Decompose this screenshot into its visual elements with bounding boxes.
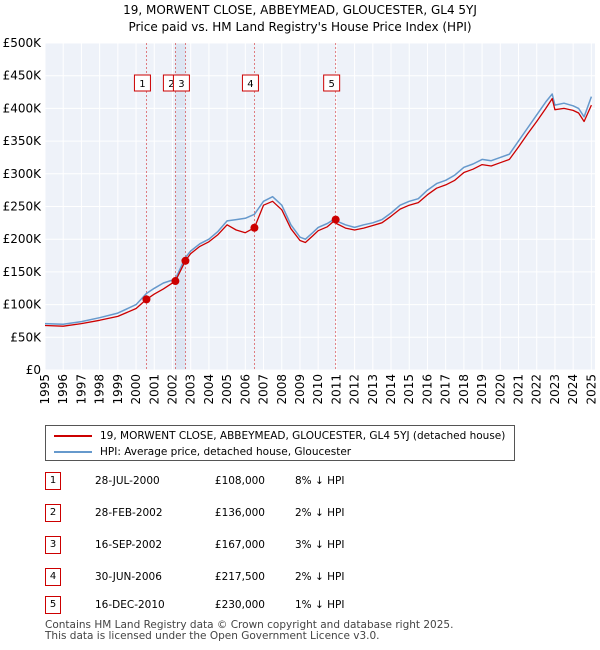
- table-row: 4 30-JUN-2006 £217,500 2% ↓ HPI: [45, 568, 425, 586]
- sale-price: £108,000: [214, 475, 265, 487]
- table-row: 5 16-DEC-2010 £230,000 1% ↓ HPI: [45, 596, 425, 614]
- footer: Contains HM Land Registry data © Crown c…: [45, 620, 453, 642]
- sale-label-number: 4: [247, 79, 253, 90]
- x-tick-label: 2003: [184, 374, 198, 405]
- x-tick-label: 2016: [420, 374, 434, 405]
- table-row: 3 16-SEP-2002 £167,000 3% ↓ HPI: [45, 536, 425, 554]
- y-tick-label: £300K: [3, 167, 43, 181]
- sale-price: £217,500: [214, 571, 265, 583]
- x-tick-label: 2008: [275, 374, 289, 405]
- x-tick-label: 2015: [402, 374, 416, 405]
- legend-label-hpi: HPI: Average price, detached house, Glou…: [100, 446, 352, 458]
- y-tick-label: £150K: [3, 265, 43, 279]
- chart-title-line1: 19, MORWENT CLOSE, ABBEYMEAD, GLOUCESTER…: [123, 3, 477, 17]
- sale-date: 16-SEP-2002: [95, 539, 163, 551]
- x-tick-label: 2002: [165, 374, 179, 405]
- sale-point: [142, 295, 151, 304]
- sale-label-number: 1: [139, 79, 145, 90]
- sale-hpi-diff: 8% ↓ HPI: [295, 475, 345, 487]
- x-tick-label: 2004: [202, 374, 216, 405]
- x-tick-label: 2025: [584, 374, 598, 405]
- sale-hpi-diff: 2% ↓ HPI: [295, 571, 345, 583]
- footer-licence: This data is licensed under the Open Gov…: [45, 630, 380, 642]
- x-tick-label: 1997: [74, 374, 88, 405]
- sale-label-box: [241, 74, 259, 92]
- sale-label-box: [323, 74, 341, 92]
- sale-label-number: 5: [328, 79, 334, 90]
- chart-subtitle: Price paid vs. HM Land Registry's House …: [128, 20, 472, 34]
- sale-date: 28-FEB-2002: [95, 507, 163, 519]
- x-tick-label: 2006: [238, 374, 252, 405]
- sale-label-box: [133, 74, 151, 92]
- y-tick-label: £350K: [3, 134, 43, 148]
- x-tick-label: 2001: [147, 374, 161, 405]
- x-tick-label: 1998: [93, 374, 107, 405]
- x-tick-label: 1996: [56, 374, 70, 405]
- x-tick-label: 2007: [257, 374, 271, 405]
- sale-point: [250, 223, 259, 232]
- y-tick-label: £400K: [3, 101, 43, 115]
- sale-number-badge: 3: [45, 536, 61, 554]
- sale-date: 28-JUL-2000: [95, 475, 160, 487]
- x-tick-label: 2011: [329, 374, 343, 405]
- sale-hpi-diff: 2% ↓ HPI: [295, 507, 345, 519]
- y-tick-label: £500K: [3, 36, 43, 50]
- sale-number-badge: 5: [45, 596, 61, 614]
- x-tick-label: 2014: [384, 374, 398, 405]
- x-tick-label: 2005: [220, 374, 234, 405]
- price-chart: £0 £50K £100K £150K £200K £250K £300K £350K £400…: [3, 36, 599, 405]
- chart-title: 19, MORWENT CLOSE, ABBEYMEAD, GLOUCESTER…: [0, 2, 600, 36]
- legend-swatch-hpi: [54, 451, 92, 453]
- footer-copyright: Contains HM Land Registry data © Crown c…: [45, 619, 454, 631]
- sale-label-box: [172, 74, 190, 92]
- sale-date: 30-JUN-2006: [95, 571, 162, 583]
- x-tick-label: 2020: [493, 374, 507, 405]
- sale-hpi-diff: 3% ↓ HPI: [295, 539, 345, 551]
- x-tick-label: 2021: [512, 374, 526, 405]
- legend-label-property: 19, MORWENT CLOSE, ABBEYMEAD, GLOUCESTER…: [100, 430, 506, 442]
- x-tick-label: 2012: [348, 374, 362, 405]
- sale-number-badge: 1: [45, 472, 61, 490]
- y-tick-label: £250K: [3, 200, 43, 214]
- table-row: 1 28-JUL-2000 £108,000 8% ↓ HPI: [45, 472, 425, 490]
- sale-number-badge: 2: [45, 504, 61, 522]
- y-tick-label: £450K: [3, 69, 43, 83]
- table-row: 2 28-FEB-2002 £136,000 2% ↓ HPI: [45, 504, 425, 522]
- x-tick-label: 1999: [111, 374, 125, 405]
- y-tick-label: £200K: [3, 232, 43, 246]
- sale-point: [171, 277, 180, 286]
- x-tick-label: 2024: [566, 374, 580, 405]
- y-tick-label: £50K: [10, 330, 42, 344]
- x-tick-label: 2019: [475, 374, 489, 405]
- x-tick-label: 2013: [366, 374, 380, 405]
- sale-point: [181, 256, 190, 265]
- sale-point: [331, 215, 340, 224]
- sale-price: £230,000: [214, 599, 265, 611]
- sale-label-number: 2: [168, 79, 174, 90]
- sale-number-badge: 4: [45, 568, 61, 586]
- x-tick-label: 2010: [311, 374, 325, 405]
- y-tick-label: £100K: [3, 298, 43, 312]
- y-tick-label: £0: [26, 363, 41, 377]
- x-tick-label: 2018: [457, 374, 471, 405]
- legend: 19, MORWENT CLOSE, ABBEYMEAD, GLOUCESTER…: [45, 425, 515, 461]
- sale-date: 16-DEC-2010: [95, 599, 165, 611]
- x-tick-label: 2023: [548, 374, 562, 405]
- sale-hpi-diff: 1% ↓ HPI: [295, 599, 345, 611]
- x-tick-label: 2022: [530, 374, 544, 405]
- x-tick-label: 2000: [129, 374, 143, 405]
- sale-label-number: 3: [178, 79, 184, 90]
- sale-price: £136,000: [214, 507, 265, 519]
- x-tick-label: 2009: [293, 374, 307, 405]
- legend-swatch-property: [54, 435, 92, 437]
- x-tick-label: 1995: [38, 374, 52, 405]
- sale-price: £167,000: [214, 539, 265, 551]
- x-tick-label: 2017: [439, 374, 453, 405]
